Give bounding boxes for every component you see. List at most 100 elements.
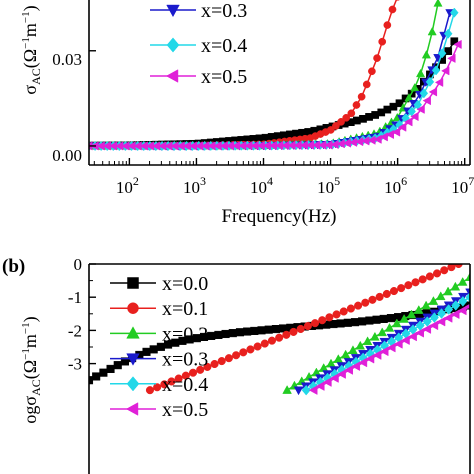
panel-b-data-point <box>339 307 348 316</box>
panel-b-data-point <box>393 339 403 349</box>
legend-marker <box>126 353 140 366</box>
panel-b-data-point <box>450 281 461 291</box>
panel-b-data-point <box>203 362 212 371</box>
panel-b-data-point <box>332 310 341 319</box>
panel-b-data-point <box>160 380 169 389</box>
panel-b-ylabel-exp1: −1 <box>20 348 32 360</box>
panel-b-data-point <box>282 385 292 394</box>
panel-b-legend-entry: x=0.3 <box>110 349 208 371</box>
panel-b-data-point <box>329 319 338 329</box>
panel-b-data-point <box>167 377 176 386</box>
panel-a-legend: x=0.3 x=0.4 x=0.5 <box>150 0 247 88</box>
panel-b-data-point <box>384 322 395 332</box>
panel-a: 0.03 0.00 102 103 104 105 106 107 Frequency(H… <box>20 0 474 227</box>
panel-b-data-point <box>224 354 233 363</box>
panel-b-data-point <box>232 351 241 360</box>
panel-a-data-point <box>428 87 438 97</box>
panel-a-legend-label: x=0.5 <box>201 66 247 88</box>
panel-b-data-point <box>301 384 311 396</box>
panel-a-data-point <box>415 68 426 78</box>
panel-a-data-point <box>379 132 388 142</box>
panel-a-data-point <box>434 77 444 87</box>
panel-a-plot-area <box>89 0 462 152</box>
panel-b-data-point <box>386 314 395 323</box>
panel-b-data-point <box>377 327 388 337</box>
panel-b-data-point <box>443 313 453 323</box>
legend-marker <box>127 277 139 289</box>
panel-b-data-point <box>293 386 304 396</box>
panel-b-plot-area <box>89 264 470 396</box>
panel-b-data-point <box>322 377 332 387</box>
panel-a-ylabel-mid: m <box>20 23 40 37</box>
panel-b-ylabel-unit: (Ω <box>20 360 41 379</box>
panel-a-data-point <box>378 37 387 46</box>
panel-b-data-point <box>458 296 468 307</box>
panel-b-ylabel-close: ) <box>20 316 41 322</box>
panel-b-data-point <box>362 336 373 346</box>
panel-b-data-point <box>99 368 108 377</box>
panel-a-data-point <box>391 127 401 137</box>
legend-marker <box>166 4 180 18</box>
panel-b-data-point <box>397 284 406 293</box>
panel-b-data-point <box>149 345 158 354</box>
panel-b-data-point <box>422 324 432 334</box>
panel-a-xtick-label: 105 <box>317 174 340 197</box>
panel-b-ytick-label: 0 <box>74 255 83 274</box>
xtick-base: 10 <box>183 178 200 197</box>
panel-b-y-axis-title: ogσAC(Ω−1m−1) <box>20 316 43 423</box>
panel-b-data-point <box>425 272 434 281</box>
panel-b-data-point <box>326 358 336 368</box>
panel-a-legend-entry: x=0.5 <box>150 66 247 88</box>
panel-b-series-line <box>305 296 470 391</box>
panel-a-data-point <box>373 134 382 144</box>
panel-b-data-point <box>106 364 115 373</box>
xtick-exp: 7 <box>468 174 474 188</box>
panel-b-data-point <box>217 357 226 366</box>
panel-b-data-point <box>450 309 460 320</box>
panel-b-data-point <box>401 335 410 346</box>
panel-b-data-point <box>282 330 291 339</box>
panel-b-data-point <box>243 327 252 336</box>
panel-b-data-point <box>181 371 190 380</box>
panel-b-data-point <box>457 276 468 286</box>
panel-b-data-point <box>250 326 259 335</box>
panel-b-data-point <box>303 322 312 331</box>
panel-b-data-point <box>235 328 245 337</box>
panel-b-data-point <box>348 345 358 355</box>
panel-b-data-point <box>444 304 454 315</box>
panel-b-ytick-label: -3 <box>68 355 82 374</box>
panel-a-xtick-label: 103 <box>183 174 206 197</box>
panel-a-data-point <box>425 76 435 87</box>
panel-a-data-point <box>419 88 429 99</box>
panel-b-data-point <box>443 286 453 296</box>
panel-b-data-point <box>264 325 273 334</box>
panel-a-data-point <box>337 118 345 126</box>
panel-a-data-point <box>404 117 413 127</box>
panel-b-data-point <box>432 269 442 278</box>
panel-a-data-point <box>431 65 441 76</box>
panel-a-ytick-label: 0.03 <box>52 50 82 69</box>
panel-b-data-point <box>365 316 374 325</box>
panel-b-ytick-labels: 0 -1 -2 -3 <box>68 255 82 374</box>
panel-a-data-point <box>352 101 361 109</box>
panel-b-data-point <box>386 342 396 353</box>
panel-b-legend-label: x=0.3 <box>162 349 208 371</box>
panel-a-data-point <box>421 50 431 59</box>
panel-b-data-point <box>325 313 334 322</box>
panel-b-data-point <box>196 365 205 374</box>
xtick-exp: 5 <box>334 174 340 188</box>
panel-a-data-point <box>383 21 392 29</box>
panel-b-ylabel-mid: m <box>20 334 40 348</box>
panel-a-ylabel-exp2: −1 <box>20 11 32 23</box>
panel-b: (b) 0-1-2-3 ogσAC(Ω−1m−1) x=0.0x=0.1x=0.… <box>2 255 471 474</box>
panel-a-legend-entry: x=0.3 <box>150 0 247 22</box>
xtick-base: 10 <box>451 178 468 197</box>
panel-b-data-point <box>336 319 345 328</box>
panel-a-data-point <box>447 53 456 63</box>
panel-b-data-point <box>447 264 456 272</box>
panel-b-data-point <box>437 308 447 319</box>
panel-a-data-point <box>332 122 340 130</box>
panel-b-data-point <box>315 381 325 391</box>
panel-b-data-point <box>350 318 360 327</box>
panel-b-data-point <box>330 373 339 383</box>
